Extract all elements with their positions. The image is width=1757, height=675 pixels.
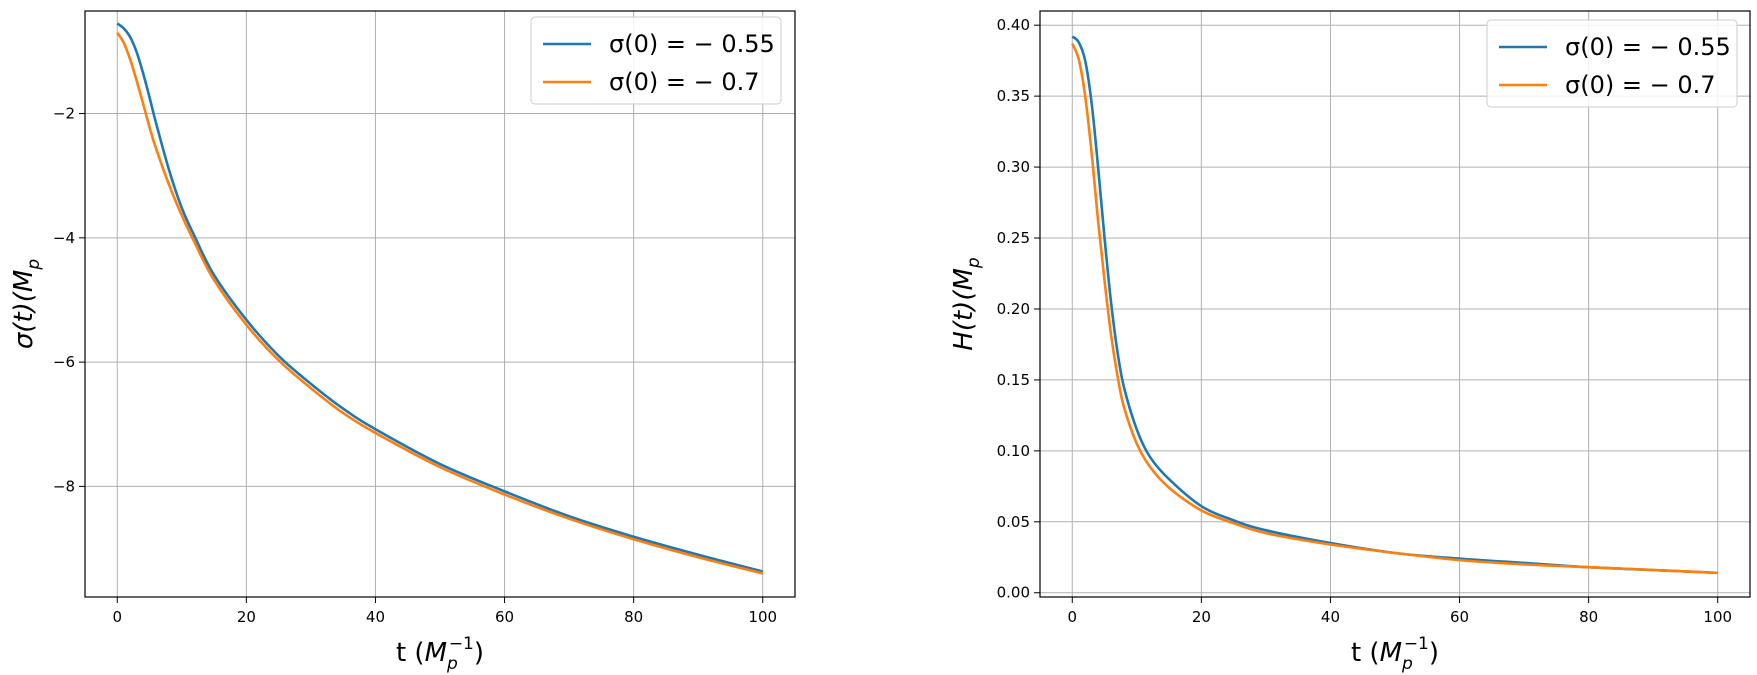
x-tick-label: 40 [366,608,385,626]
y-tick-label: 0.25 [997,229,1030,247]
y-tick-label: 0.05 [997,513,1030,531]
legend-label-1: σ(0) = − 0.7 [1565,71,1715,99]
right-plot: 0 20 40 60 80 100 0.00 0.05 0.10 0.15 0.20 0.25 0.30… [949,10,1751,674]
series-line-1 [1071,43,1718,575]
x-axis-label: t (Mp−1) [1351,634,1439,674]
x-tick-label: 20 [1192,608,1211,626]
left-plot: 0 20 40 60 80 100 −2 −4 −6 −8 t (Mp−1) σ(t)(Mp σ(0) … [9,10,796,674]
y-tick-label: −8 [53,477,75,495]
y-axis-label: H(t)(Mp [949,257,984,351]
legend: σ(0) = − 0.55 σ(0) = − 0.7 [530,16,782,105]
plot-frame [1039,10,1751,598]
legend-label-1: σ(0) = − 0.7 [609,68,759,96]
series-line-0 [116,22,764,573]
y-tick-label: −4 [53,229,75,247]
legend-label-0: σ(0) = − 0.55 [1565,33,1731,61]
legend: σ(0) = − 0.55 σ(0) = − 0.7 [1486,19,1738,108]
y-tick-label: 0.15 [997,371,1030,389]
y-axis-label: σ(t)(Mp [9,259,44,350]
series-line-0 [1071,35,1718,575]
x-tick-label: 100 [748,608,777,626]
x-tick-label: 40 [1321,608,1340,626]
x-tick-label: 80 [1579,608,1598,626]
x-tick-label: 100 [1703,608,1732,626]
x-tick-label: 0 [112,608,122,626]
x-tick-label: 0 [1067,608,1077,626]
x-tick-label: 80 [624,608,643,626]
legend-box [1486,19,1738,108]
legend-label-0: σ(0) = − 0.55 [609,30,775,58]
y-tick-label: 0.35 [997,87,1030,105]
y-tick-label: 0.30 [997,158,1030,176]
y-tick-label: 0.20 [997,300,1030,318]
x-tick-label: 60 [495,608,514,626]
x-axis-label: t (Mp−1) [396,634,484,674]
x-tick-label: 60 [1450,608,1469,626]
y-tick-label: 0.00 [997,584,1030,602]
legend-box [530,16,782,105]
y-tick-label: −2 [53,105,75,123]
plot-frame [84,10,796,598]
y-tick-label: 0.10 [997,442,1030,460]
series-line-1 [116,32,764,575]
x-tick-label: 20 [237,608,256,626]
y-tick-label: 0.40 [997,16,1030,34]
y-tick-label: −6 [53,353,75,371]
